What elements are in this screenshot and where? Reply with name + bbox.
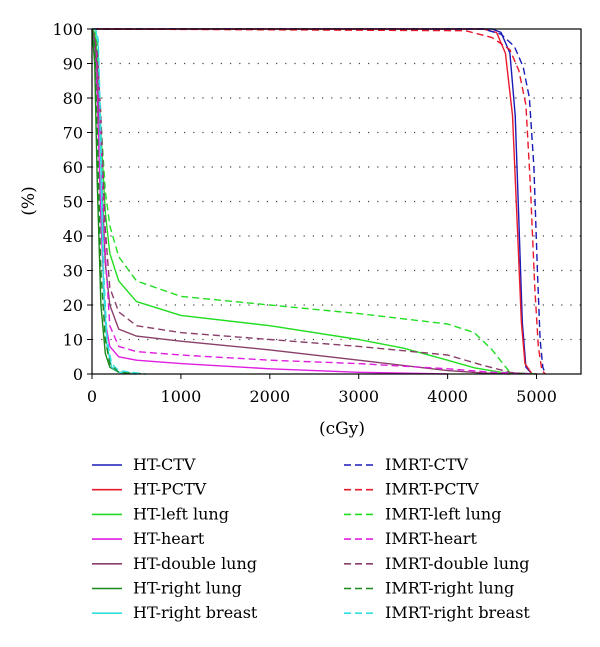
legend-label-0: HT-CTV xyxy=(133,455,196,474)
legend-label-11: IMRT-double lung xyxy=(385,554,530,573)
series-line-8 xyxy=(91,28,546,375)
y-tick-label-70: 70 xyxy=(63,124,83,143)
x-axis-label: (cGy) xyxy=(319,419,365,439)
legend: HT-CTV HT-PCTV HT-left lung HT-heart HT-doub… xyxy=(92,455,530,622)
legend-label-13: IMRT-right breast xyxy=(385,603,530,622)
y-axis-ticks: 0 10 20 30 40 50 60 70 80 90 100 xyxy=(52,20,92,384)
legend-label-10: IMRT-heart xyxy=(385,529,477,548)
legend-label-1: HT-PCTV xyxy=(133,480,207,499)
grid-lines xyxy=(92,62,581,341)
series-line-1 xyxy=(92,28,533,375)
legend-label-9: IMRT-left lung xyxy=(385,504,501,523)
y-tick-label-20: 20 xyxy=(63,296,83,315)
y-tick-label-30: 30 xyxy=(63,262,83,281)
series-line-7 xyxy=(92,28,547,375)
y-tick-label-10: 10 xyxy=(63,331,83,350)
y-axis-label: (%) xyxy=(19,186,39,215)
x-axis-ticks: 0 1000 2000 3000 4000 5000 xyxy=(87,374,557,406)
series-line-13 xyxy=(92,28,146,375)
x-tick-label-4000: 4000 xyxy=(427,387,468,406)
x-tick-label-3000: 3000 xyxy=(338,387,379,406)
y-tick-label-90: 90 xyxy=(63,55,83,74)
legend-label-4: HT-double lung xyxy=(133,554,257,573)
y-tick-label-50: 50 xyxy=(63,193,83,212)
legend-label-3: HT-heart xyxy=(133,529,205,548)
legend-label-2: HT-left lung xyxy=(133,504,229,523)
series-line-3 xyxy=(91,28,448,375)
y-tick-label-80: 80 xyxy=(63,89,83,108)
y-tick-label-100: 100 xyxy=(52,20,83,39)
x-tick-label-1000: 1000 xyxy=(161,387,202,406)
y-tick-label-60: 60 xyxy=(63,158,83,177)
y-tick-label-0: 0 xyxy=(73,365,83,384)
x-tick-label-5000: 5000 xyxy=(516,387,557,406)
plot-curves xyxy=(91,28,547,375)
series-line-12 xyxy=(91,28,146,375)
legend-label-8: IMRT-PCTV xyxy=(385,480,479,499)
x-tick-label-2000: 2000 xyxy=(249,387,290,406)
series-line-9 xyxy=(91,28,519,375)
legend-label-5: HT-right lung xyxy=(133,579,242,598)
series-line-0 xyxy=(92,28,533,375)
series-line-4 xyxy=(91,28,510,375)
x-tick-label-0: 0 xyxy=(87,387,97,406)
legend-label-7: IMRT-CTV xyxy=(385,455,468,474)
y-tick-label-40: 40 xyxy=(63,227,83,246)
legend-label-12: IMRT-right lung xyxy=(385,579,514,598)
legend-label-6: HT-right breast xyxy=(133,603,258,622)
plot-frame xyxy=(91,28,582,375)
